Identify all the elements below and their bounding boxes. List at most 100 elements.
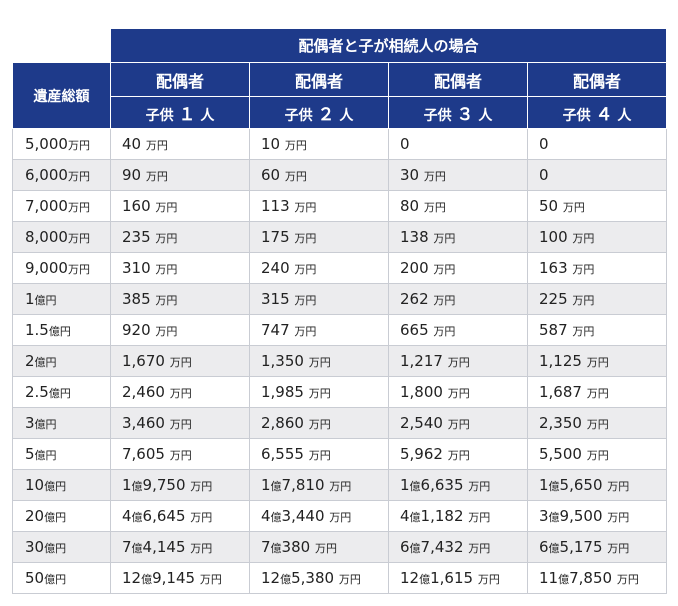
estate-unit: 億円 — [44, 480, 67, 493]
oku-unit: 億 — [558, 573, 570, 586]
children-label: 子供 — [423, 108, 452, 124]
tax-amount-cell: 40 万円 — [110, 128, 250, 160]
tax-value: 1,217 — [400, 352, 443, 370]
man-unit: 万円 — [190, 511, 213, 524]
estate-value: 8,000 — [25, 228, 68, 246]
estate-unit: 億円 — [44, 511, 67, 524]
tax-value: 1,350 — [261, 352, 304, 370]
tax-value: 665 — [400, 321, 429, 339]
tax-amount-cell: 200 万円 — [388, 252, 528, 284]
man-unit: 万円 — [145, 170, 168, 183]
man-unit: 万円 — [190, 480, 213, 493]
tax-amount-cell: 0 — [388, 128, 528, 160]
table-row: 30億円 7億4,145 万円 7億380 万円 6億7,432 万円 6億5,175 … — [12, 531, 668, 563]
man-unit: 万円 — [447, 387, 470, 400]
man-unit: 万円 — [572, 325, 595, 338]
tax-value-man: 3,440 — [281, 507, 325, 525]
tax-value-man: 9,500 — [559, 507, 603, 525]
man-unit: 万円 — [284, 170, 307, 183]
man-unit: 万円 — [586, 418, 609, 431]
tax-amount-cell: 0 — [526, 159, 668, 191]
table-row: 5,000万円 40 万円 10 万円 0 0 — [12, 128, 668, 160]
estate-total-cell: 1.5億円 — [12, 314, 111, 346]
children-count: ３ — [456, 105, 474, 125]
estate-unit: 万円 — [67, 263, 90, 276]
tax-value: 175 — [261, 228, 290, 246]
estate-total-cell: 7,000万円 — [12, 190, 111, 222]
tax-amount-cell: 30 万円 — [388, 159, 528, 191]
oku-unit: 億 — [131, 480, 143, 493]
tax-amount-cell: 1,687 万円 — [526, 376, 668, 408]
man-unit: 万円 — [572, 232, 595, 245]
man-unit: 万円 — [294, 201, 317, 214]
estate-unit: 億円 — [34, 356, 57, 369]
tax-amount-cell: 1億9,750 万円 — [110, 469, 250, 501]
table-row: 8,000万円 235 万円 175 万円 138 万円 100 万円 — [12, 221, 668, 253]
tax-value-man: 6,645 — [142, 507, 186, 525]
tax-value: 6,555 — [261, 445, 304, 463]
table-row: 6,000万円 90 万円 60 万円 30 万円 0 — [12, 159, 668, 191]
tax-value: 100 — [539, 228, 568, 246]
tax-amount-cell: 665 万円 — [388, 314, 528, 346]
tax-value-man: 9,145 — [152, 569, 196, 587]
tax-amount-cell: 160 万円 — [110, 190, 250, 222]
tax-value: 0 — [539, 166, 549, 184]
tax-amount-cell: 50 万円 — [526, 190, 668, 222]
man-unit: 万円 — [607, 511, 630, 524]
tax-value: 12 — [400, 569, 420, 587]
estate-total-cell: 5億円 — [12, 438, 111, 470]
oku-unit: 億 — [409, 480, 421, 493]
man-unit: 万円 — [447, 356, 470, 369]
tax-value: 1,125 — [539, 352, 582, 370]
oku-unit: 億 — [270, 542, 282, 555]
man-unit: 万円 — [433, 263, 456, 276]
estate-value: 3 — [25, 414, 35, 432]
tax-value: 235 — [122, 228, 151, 246]
tax-amount-cell: 2,540 万円 — [388, 407, 528, 439]
tax-amount-cell: 1,217 万円 — [388, 345, 528, 377]
tax-amount-cell: 60 万円 — [249, 159, 389, 191]
man-unit: 万円 — [572, 294, 595, 307]
tax-value: 225 — [539, 290, 568, 308]
tax-value: 587 — [539, 321, 568, 339]
tax-value: 385 — [122, 290, 151, 308]
tax-amount-cell: 235 万円 — [110, 221, 250, 253]
man-unit: 万円 — [294, 232, 317, 245]
man-unit: 万円 — [468, 511, 491, 524]
tax-value: 138 — [400, 228, 429, 246]
children-suffix: 人 — [200, 108, 215, 124]
man-unit: 万円 — [169, 449, 192, 462]
tax-value: 262 — [400, 290, 429, 308]
man-unit: 万円 — [314, 542, 337, 555]
children-count: １ — [178, 105, 196, 125]
man-unit: 万円 — [572, 263, 595, 276]
estate-total-header: 遺産総額 — [12, 62, 111, 129]
tax-amount-cell: 240 万円 — [249, 252, 389, 284]
tax-value: 1 — [122, 476, 132, 494]
tax-amount-cell: 262 万円 — [388, 283, 528, 315]
man-unit: 万円 — [586, 356, 609, 369]
tax-amount-cell: 2,350 万円 — [526, 407, 668, 439]
estate-total-cell: 3億円 — [12, 407, 111, 439]
oku-unit: 億 — [131, 542, 143, 555]
tax-value: 4 — [261, 507, 271, 525]
tax-amount-cell: 90 万円 — [110, 159, 250, 191]
tax-value: 11 — [539, 569, 559, 587]
tax-value: 30 — [400, 166, 420, 184]
tax-amount-cell: 920 万円 — [110, 314, 250, 346]
tax-amount-cell: 1億5,650 万円 — [526, 469, 668, 501]
man-unit: 万円 — [433, 232, 456, 245]
oku-unit: 億 — [270, 480, 282, 493]
estate-value: 5,000 — [25, 135, 68, 153]
tax-value: 3,460 — [122, 414, 165, 432]
man-unit: 万円 — [433, 294, 456, 307]
tax-amount-cell: 1,985 万円 — [249, 376, 389, 408]
man-unit: 万円 — [586, 387, 609, 400]
oku-unit: 億 — [141, 573, 153, 586]
spouse-header: 配偶者 — [110, 62, 250, 97]
tax-amount-cell: 138 万円 — [388, 221, 528, 253]
man-unit: 万円 — [308, 449, 331, 462]
tax-value: 0 — [400, 135, 410, 153]
man-unit: 万円 — [169, 356, 192, 369]
tax-value: 2,860 — [261, 414, 304, 432]
